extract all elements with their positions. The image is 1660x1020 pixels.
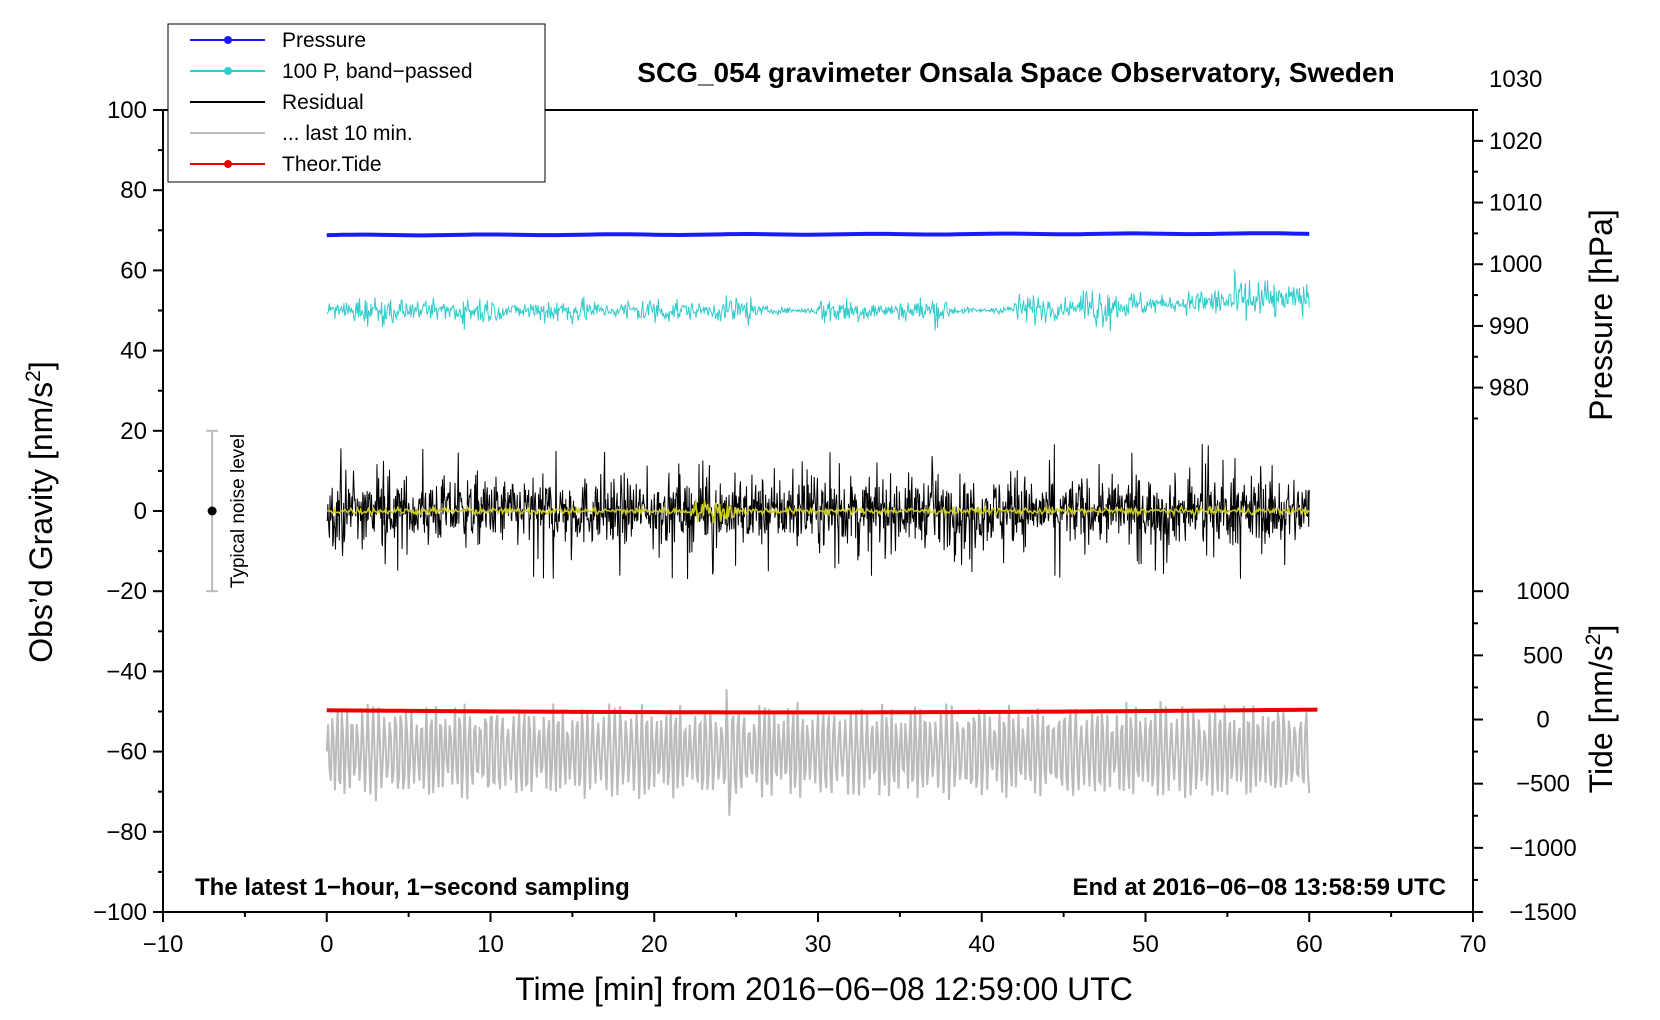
x-tick-label: 60 [1296,931,1323,958]
left-y-axis: −100 −80 −60 −40 −20 0 20 40 60 80 100 [93,97,163,926]
residual-smoothed-series [326,499,1310,524]
pressure-tick-label: 1030 [1489,66,1542,93]
y-tick-label: 80 [120,177,147,204]
pressure-tick-label: 980 [1489,375,1529,402]
legend-marker [224,36,232,44]
end-time-note: End at 2016−06−08 13:58:59 UTC [1072,874,1446,901]
y-tick-label: 20 [120,418,147,445]
tide-tick-label: −500 [1516,771,1570,798]
y-tick-label: −80 [106,819,147,846]
legend-label: Pressure [282,29,366,52]
x-axis-title: Time [min] from 2016−06−08 12:59:00 UTC [515,971,1133,1007]
legend-label: Residual [282,91,364,114]
x-tick-label: 20 [641,931,668,958]
chart-title: SCG_054 gravimeter Onsala Space Observat… [637,57,1394,88]
tide-tick-label: −1000 [1509,835,1576,862]
x-tick-label: 30 [805,931,832,958]
legend-marker [224,67,232,75]
noise-level-bar: Typical noise level [206,429,249,593]
band-passed-pressure-series [326,269,1310,332]
y-tick-label: −60 [106,739,147,766]
y-tick-label: −20 [106,578,147,605]
legend-label: ... last 10 min. [282,122,413,145]
y-tick-label: −100 [93,899,147,926]
pressure-tick-label: 1020 [1489,128,1542,155]
tide-tick-label: −1500 [1509,899,1576,926]
tide-tick-label: 500 [1523,642,1563,669]
y-tick-label: 0 [134,498,147,525]
legend-label: 100 P, band−passed [282,60,473,83]
y-tick-label: 60 [120,257,147,284]
residual-series [326,443,1310,579]
x-tick-label: 0 [320,931,333,958]
legend: Pressure 100 P, band−passed Residual ... la… [167,23,546,183]
legend-marker [224,160,232,168]
y-axis-title-left: Obs’d Gravity [nm/s2] [22,361,59,663]
x-tick-label: 10 [477,931,504,958]
tide-tick-label: 0 [1536,707,1549,734]
pressure-axis-title: Pressure [hPa] [1583,209,1619,421]
x-tick-label: 50 [1132,931,1159,958]
noise-bar-center-dot [207,506,217,516]
y-tick-label: 40 [120,338,147,365]
x-tick-label: 70 [1460,931,1487,958]
legend-label: Theor.Tide [282,153,382,176]
y-tick-label: −40 [106,658,147,685]
tide-axis: −1500 −1000 −500 0 500 1000 [1473,578,1577,926]
x-axis: −10 0 10 20 30 40 50 60 70 [143,912,1487,958]
series-layer [325,231,1318,816]
last-10-min-series [325,689,1311,816]
tide-tick-label: 1000 [1516,578,1569,605]
x-tick-label: −10 [143,931,184,958]
x-tick-label: 40 [968,931,995,958]
pressure-tick-label: 990 [1489,313,1529,340]
pressure-tick-label: 1000 [1489,251,1542,278]
pressure-axis: 980 990 1000 1010 1020 1030 [1473,66,1542,420]
pressure-tick-label: 1010 [1489,190,1542,217]
y-tick-label: 100 [107,97,147,124]
theor-tide-series [326,707,1318,715]
tide-axis-title: Tide [nm/s2] [1582,625,1619,794]
sampling-note: The latest 1−hour, 1−second sampling [195,874,630,901]
noise-bar-label: Typical noise level [228,434,249,588]
pressure-series [326,231,1310,238]
